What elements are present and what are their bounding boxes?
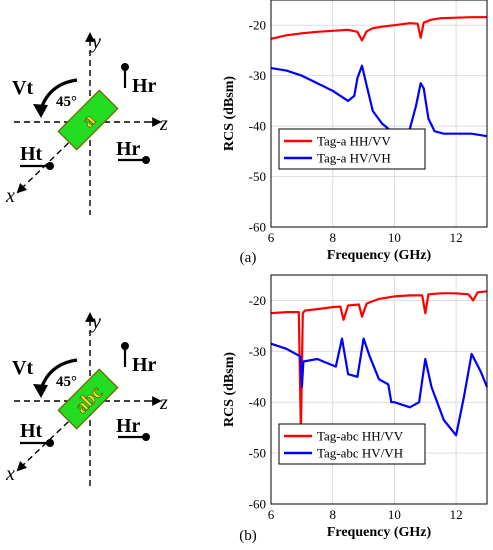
- y-tick-label: -30: [249, 344, 266, 359]
- arc-arrowhead: [33, 104, 48, 118]
- hr-top-dot: [121, 63, 129, 71]
- hr-bottom-dot: [142, 156, 150, 164]
- hr-bottom-label: Hr: [116, 138, 141, 160]
- angle-label: 45°: [56, 374, 77, 390]
- x-tick-label: 6: [268, 507, 275, 522]
- x-tick-label: 10: [388, 507, 401, 522]
- x-axis-arrow: [16, 182, 28, 194]
- hr-bottom-label: Hr: [116, 415, 141, 437]
- y-tick-label: -20: [249, 18, 266, 33]
- hr-top-label: Hr: [132, 354, 157, 376]
- x-axis-label: Frequency (GHz): [327, 525, 432, 540]
- geometry-diagram-b: y z x abc 45° Vt Hr Ht Hr: [5, 311, 168, 490]
- axis-z-label: z: [159, 392, 168, 414]
- x-tick-label: 8: [329, 230, 336, 245]
- legend-entry: Tag-a HH/VV: [317, 134, 391, 149]
- rcs-chart-b: 6 8 10 12 -20 -30 -40 -50 -60 Frequency (GHz) RCS …: [222, 274, 489, 544]
- vt-label: Vt: [12, 77, 33, 99]
- series-line-2: [270, 337, 489, 437]
- x-axis-dashed: [19, 400, 91, 469]
- hr-top-label: Hr: [132, 75, 157, 97]
- plot-frame: [270, 274, 488, 505]
- panel-caption: (a): [240, 250, 257, 266]
- legend-entry: Tag-abc HV/VH: [317, 446, 403, 461]
- rcs-chart-a: 6 8 10 12 -20 -30 -40 -50 -60 Frequency (GHz) RCS …: [222, 0, 488, 266]
- panel-caption: (b): [239, 528, 257, 544]
- axis-x-label: x: [5, 185, 15, 207]
- y-tick-label: -20: [249, 293, 266, 308]
- series-line-1: [270, 290, 488, 434]
- y-tick-label: -60: [249, 220, 266, 235]
- x-axis-arrow: [16, 460, 28, 472]
- x-tick-label: 12: [450, 507, 463, 522]
- axis-y-label: y: [90, 31, 101, 53]
- y-axis-label: RCS (dBsm): [222, 76, 237, 151]
- arc-arrowhead: [33, 384, 48, 398]
- hr-top-dot: [121, 342, 129, 350]
- axis-y-label: y: [90, 311, 101, 333]
- legend-entry: Tag-abc HH/VV: [317, 429, 404, 444]
- axis-x-label: x: [5, 463, 15, 485]
- y-tick-label: -50: [249, 446, 266, 461]
- hr-bottom-dot: [142, 433, 150, 441]
- x-tick-label: 12: [450, 230, 463, 245]
- plot-area: [271, 0, 487, 227]
- x-axis-dashed: [19, 121, 91, 191]
- y-tick-label: -40: [249, 119, 266, 134]
- plot-area: [271, 275, 487, 504]
- y-tick-label: -30: [249, 68, 266, 83]
- y-tick-label: -40: [249, 395, 266, 410]
- series-line-1: [270, 16, 487, 42]
- legend: [278, 128, 426, 170]
- ht-dot: [46, 439, 54, 447]
- ht-label: Ht: [20, 143, 43, 165]
- x-tick-label: 10: [388, 230, 401, 245]
- geometry-diagram-a: y z x a 45° Vt Hr Ht Hr: [5, 31, 168, 215]
- x-tick-label: 6: [268, 230, 275, 245]
- y-tick-label: -50: [249, 169, 266, 184]
- y-axis-label: RCS (dBsm): [222, 352, 237, 427]
- legend-entry: Tag-a HV/VH: [317, 151, 391, 166]
- tag-a-element: a: [57, 89, 119, 151]
- x-tick-label: 8: [329, 507, 336, 522]
- y-tick-label: -60: [249, 497, 266, 512]
- x-axis-label: Frequency (GHz): [327, 248, 432, 263]
- plot-frame: [270, 0, 488, 228]
- angle-label: 45°: [56, 94, 77, 110]
- ht-dot: [46, 162, 54, 170]
- legend: [278, 423, 426, 465]
- vt-label: Vt: [12, 357, 33, 379]
- axis-z-label: z: [159, 113, 168, 135]
- ht-label: Ht: [20, 420, 43, 442]
